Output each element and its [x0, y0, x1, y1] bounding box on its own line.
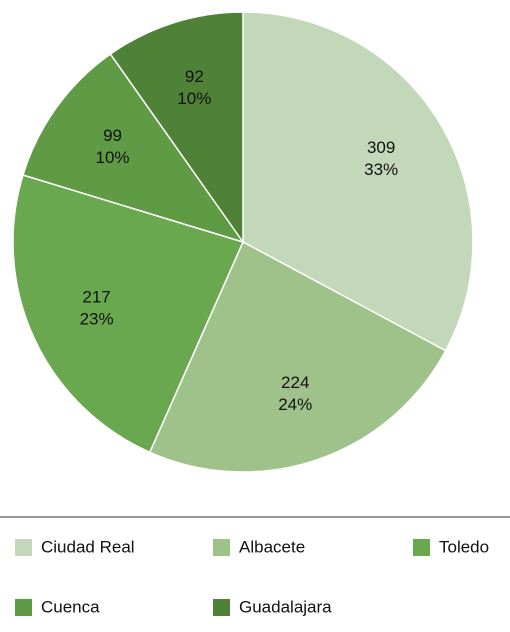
slice-value-label: 217 [82, 287, 110, 306]
slice-percent-label: 10% [177, 89, 211, 108]
pie-slice [148, 240, 447, 473]
legend-swatch [213, 539, 230, 556]
legend-swatch [213, 599, 230, 616]
slice-value-label: 309 [367, 138, 395, 157]
slice-percent-label: 33% [364, 160, 398, 179]
legend-swatch [413, 539, 430, 556]
slice-value-label: 224 [281, 373, 309, 392]
slice-value-label: 99 [103, 126, 122, 145]
legend-label: Cuenca [41, 597, 100, 616]
slice-percent-label: 23% [80, 309, 114, 328]
legend-label: Ciudad Real [41, 537, 135, 556]
slice-value-label: 92 [185, 67, 204, 86]
legend-swatch [15, 599, 32, 616]
legend-swatch [15, 539, 32, 556]
legend-label: Toledo [439, 537, 489, 556]
pie-slice [242, 11, 474, 352]
legend-label: Albacete [239, 537, 305, 556]
pie-slice [12, 174, 245, 454]
legend-label: Guadalajara [239, 597, 332, 616]
slice-percent-label: 24% [278, 395, 312, 414]
slice-percent-label: 10% [96, 148, 130, 167]
pie-slice [109, 11, 244, 245]
pie-slice [22, 53, 245, 244]
